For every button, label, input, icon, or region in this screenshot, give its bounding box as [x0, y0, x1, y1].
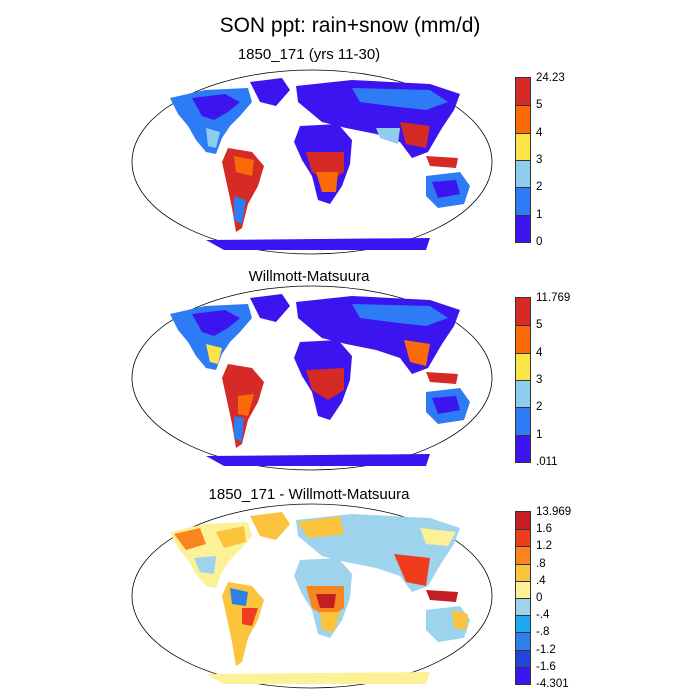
colorbar-label: 5	[536, 99, 543, 112]
colorbar-swatch	[515, 528, 531, 548]
panel-1-colorbar: 0 1 2 3 4 5 24.23	[515, 72, 576, 248]
panel-1-map	[131, 69, 493, 255]
colorbar-swatch	[515, 76, 531, 107]
colorbar-label: .011	[536, 456, 558, 468]
colorbar-label: -1.2	[536, 643, 556, 656]
panel-2-title: Willmott-Matsuura	[248, 268, 370, 285]
colorbar-label: 1.6	[536, 523, 552, 536]
colorbar-label: 5	[536, 319, 543, 332]
panel-3-colorbar: -4.301 -1.6 -1.2 -.8 -.4 0 .4 .8 1.2 1.6 13.969	[515, 506, 576, 690]
panel-3-map	[131, 503, 493, 689]
colorbar-label: -4.301	[536, 678, 569, 690]
colorbar-label: -.8	[536, 626, 550, 639]
colorbar-swatch	[515, 433, 531, 463]
colorbar-swatch	[515, 186, 531, 216]
colorbar-swatch	[515, 510, 531, 531]
colorbar-label: 13.969	[536, 506, 572, 518]
colorbar-swatch	[515, 213, 531, 243]
colorbar-label: 0	[536, 236, 543, 248]
colorbar-swatch	[515, 296, 531, 327]
panel-1-title: 1850_171 (yrs 11-30)	[237, 46, 381, 63]
colorbar-swatch	[515, 131, 531, 161]
colorbar-label: 0	[536, 592, 543, 604]
colorbar-label: 4	[536, 346, 543, 359]
colorbar-swatch	[515, 324, 531, 354]
figure-title: SON ppt: rain+snow (mm/d)	[219, 14, 481, 37]
colorbar-swatch	[515, 545, 531, 565]
colorbar-label: 1	[536, 208, 543, 221]
colorbar-label: -.4	[536, 609, 550, 622]
panel-2-map	[131, 285, 493, 471]
panel-2-colorbar: .011 1 2 3 4 5 11.769	[515, 292, 576, 468]
colorbar-swatch	[515, 631, 531, 651]
colorbar-swatch	[515, 648, 531, 668]
colorbar-swatch	[515, 104, 531, 134]
colorbar-swatch	[515, 579, 531, 599]
colorbar-label: .4	[536, 574, 546, 587]
colorbar-swatch	[515, 406, 531, 436]
colorbar-label: 4	[536, 126, 543, 139]
colorbar-swatch	[515, 596, 531, 617]
colorbar-swatch	[515, 351, 531, 381]
colorbar-swatch	[515, 614, 531, 634]
colorbar-label: -1.6	[536, 660, 556, 673]
colorbar-label: 2	[536, 401, 543, 414]
colorbar-swatch	[515, 562, 531, 582]
colorbar-label: 24.23	[536, 72, 565, 84]
colorbar-label: .8	[536, 557, 546, 570]
colorbar-swatch	[515, 665, 531, 685]
colorbar-swatch	[515, 158, 531, 189]
colorbar-swatch	[515, 378, 531, 409]
colorbar-label: 1.2	[536, 540, 552, 553]
colorbar-label: 3	[536, 374, 543, 386]
panel-3-title: 1850_171 - Willmott-Matsuura	[208, 486, 410, 503]
colorbar-label: 3	[536, 154, 543, 166]
colorbar-label: 2	[536, 181, 543, 194]
colorbar-label: 11.769	[536, 292, 571, 304]
colorbar-label: 1	[536, 428, 543, 441]
